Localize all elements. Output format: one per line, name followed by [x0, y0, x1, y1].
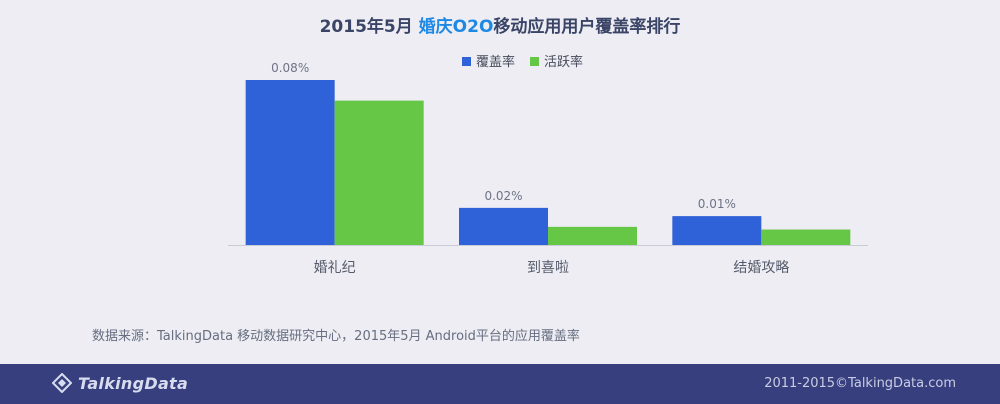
copyright-text: 2011-2015©TalkingData.com [764, 376, 956, 391]
data-label: 0.02% [484, 189, 522, 203]
logo-text: TalkingData [78, 373, 189, 393]
bar-覆盖率-婚礼纪 [245, 80, 335, 245]
legend-swatch-活跃率 [530, 57, 539, 66]
title-highlight: 婚庆O2O [418, 17, 494, 37]
legend-label: 覆盖率 [476, 54, 515, 70]
legend-swatch-覆盖率 [462, 57, 471, 66]
legend-label: 活跃率 [544, 54, 583, 70]
category-label: 结婚攻略 [733, 260, 789, 276]
category-label: 婚礼纪 [314, 260, 356, 276]
bar-活跃率-婚礼纪 [334, 100, 424, 245]
chart-title: 2015年5月 婚庆O2O移动应用用户覆盖率排行 [0, 12, 1000, 37]
data-label: 0.01% [698, 197, 736, 211]
category-label: 到喜啦 [527, 259, 569, 276]
logo-icon [52, 373, 72, 393]
data-label: 0.08% [271, 61, 309, 75]
bar-覆盖率-到喜啦 [459, 207, 548, 245]
footer-bar: TalkingData 2011-2015©TalkingData.com [0, 364, 1000, 404]
bar-活跃率-结婚攻略 [761, 229, 851, 245]
title-prefix: 2015年5月 [319, 17, 413, 37]
bar-活跃率-到喜啦 [548, 226, 637, 245]
bar-覆盖率-结婚攻略 [672, 216, 762, 245]
talkingdata-logo: TalkingData [52, 373, 188, 393]
title-suffix: 移动应用用户覆盖率排行 [493, 17, 681, 37]
data-source-note: 数据来源：TalkingData 移动数据研究中心，2015年5月 Androi… [92, 329, 580, 344]
bar-chart: 0.08% 婚礼纪 0.02% 到喜啦 0.01% 结婚攻略 覆盖率 活跃率 [228, 54, 868, 276]
